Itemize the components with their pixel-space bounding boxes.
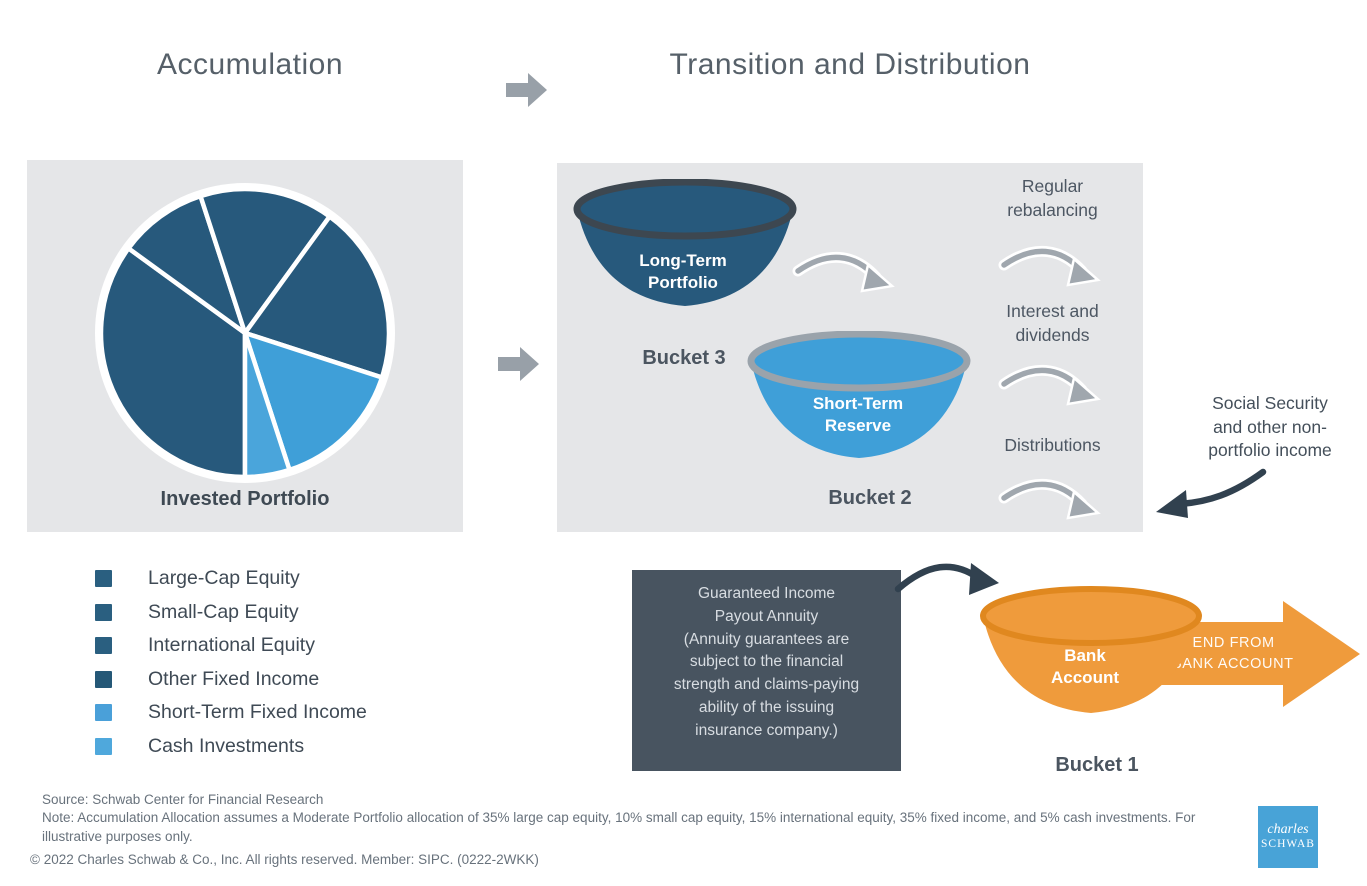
legend-label: Short-Term Fixed Income xyxy=(148,701,367,724)
legend-swatch xyxy=(95,603,112,621)
bucket3-funnel-label: Long-Term Portfolio xyxy=(639,251,727,293)
legend-item: Cash Investments xyxy=(95,734,367,757)
pie-caption: Invested Portfolio xyxy=(160,488,330,510)
annuity-to-bucket1-arrow-icon xyxy=(894,563,999,595)
bucket3-funnel xyxy=(573,179,797,306)
legend-item: Short-Term Fixed Income xyxy=(95,701,367,724)
legend-swatch xyxy=(95,570,112,588)
panel-arrow-icon xyxy=(498,347,539,381)
transition-title: Transition and Distribution xyxy=(669,48,1031,81)
bucket1-caption: Bucket 1 xyxy=(1055,754,1139,776)
legend-swatch xyxy=(95,637,112,655)
annuity-box: Guaranteed Income Payout Annuity (Annuit… xyxy=(632,570,901,771)
legend-swatch xyxy=(95,737,112,755)
flow-label-regular-rebalancing: Regular rebalancing xyxy=(1007,176,1098,220)
legend-label: Other Fixed Income xyxy=(148,667,320,690)
accumulation-title: Accumulation xyxy=(156,48,344,81)
legend-swatch xyxy=(95,670,112,688)
pie-legend: Large-Cap Equity Small-Cap Equity Internat… xyxy=(95,567,367,771)
footer-copyright: © 2022 Charles Schwab & Co., Inc. All ri… xyxy=(30,852,539,867)
charles-schwab-logo: charles SCHWAB xyxy=(1258,806,1318,868)
footer-note: Note: Accumulation Allocation assumes a … xyxy=(42,810,1196,844)
flow-label-interest-dividends: Interest and dividends xyxy=(1006,301,1099,345)
legend-label: International Equity xyxy=(148,634,315,657)
legend-item: Large-Cap Equity xyxy=(95,567,367,590)
social-security-arrow-icon xyxy=(1156,468,1267,518)
logo-charles-text: charles xyxy=(1267,822,1309,838)
flow-arrow-1-icon xyxy=(998,246,1101,287)
legend-item: Small-Cap Equity xyxy=(95,600,367,623)
phase-arrow-icon xyxy=(506,73,547,107)
pie-slice-international-equity xyxy=(198,186,332,336)
legend-item: Other Fixed Income xyxy=(95,667,367,690)
flow-arrow-3-icon xyxy=(998,479,1101,520)
legend-item: International Equity xyxy=(95,634,367,657)
legend-label: Large-Cap Equity xyxy=(148,567,300,590)
legend-label: Small-Cap Equity xyxy=(148,600,299,623)
bucket2-funnel xyxy=(747,331,971,458)
flow-label-distributions: Distributions xyxy=(1004,435,1101,455)
rebalance-flow-arrow-icon xyxy=(792,252,895,293)
bucket3-caption: Bucket 3 xyxy=(642,347,726,369)
invested-portfolio-pie-chart xyxy=(95,183,395,483)
footer-source: Source: Schwab Center for Financial Rese… xyxy=(42,792,324,807)
pie-slice-other-fixed-income xyxy=(242,214,392,380)
social-security-note: Social Security and other non- portfolio… xyxy=(1208,393,1332,461)
bucket1-funnel-label: Bank Account xyxy=(1051,646,1119,688)
bucket1-funnel xyxy=(980,586,1202,713)
pie-slice-large-cap-equity xyxy=(98,246,248,480)
pie-slice-small-cap-equity xyxy=(126,193,248,336)
bucket2-caption: Bucket 2 xyxy=(828,487,912,509)
logo-schwab-text: SCHWAB xyxy=(1261,837,1315,850)
legend-swatch xyxy=(95,704,112,722)
bucket2-funnel-label: Short-Term Reserve xyxy=(812,394,904,436)
pie-slice-cash-investments xyxy=(242,330,292,480)
legend-label: Cash Investments xyxy=(148,734,305,757)
flow-arrow-2-icon xyxy=(998,365,1101,406)
